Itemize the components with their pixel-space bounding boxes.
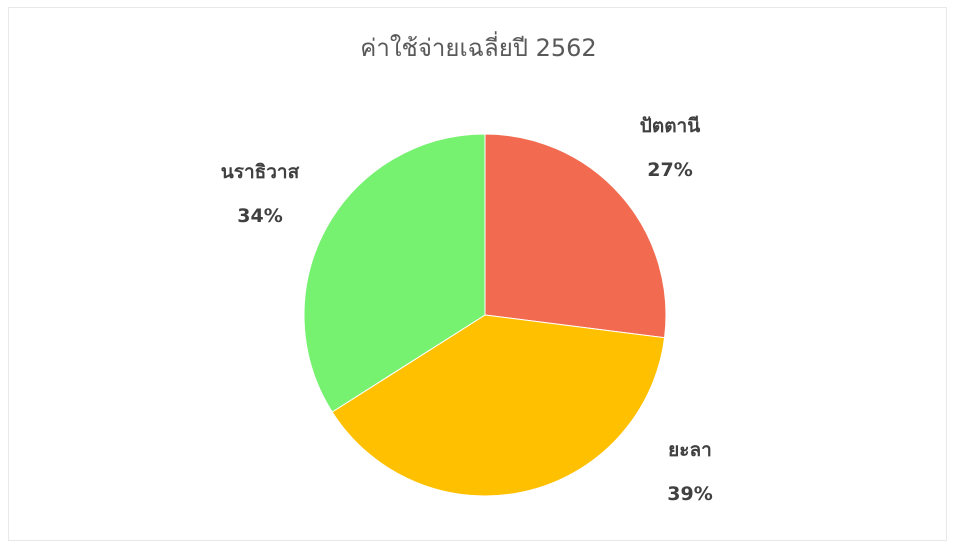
slice-percent: 39%	[667, 483, 713, 505]
slice-label-yala: ยะลา 39%	[640, 428, 740, 516]
slice-label-narathiwat: นราธิวาส 34%	[200, 150, 320, 238]
slice-name: นราธิวาส	[220, 161, 300, 183]
slice-name: ปัตตานี	[639, 115, 701, 137]
slice-label-pattani: ปัตตานี 27%	[620, 104, 720, 192]
pie-slice-1	[331, 314, 666, 497]
pie-slice-0	[484, 133, 667, 339]
slice-percent: 27%	[647, 159, 693, 181]
slice-name: ยะลา	[668, 439, 712, 461]
slice-percent: 34%	[237, 205, 283, 227]
chart-title: ค่าใช้จ่ายเฉลี่ยปี 2562	[360, 34, 597, 62]
pie-slice-2	[303, 133, 486, 413]
